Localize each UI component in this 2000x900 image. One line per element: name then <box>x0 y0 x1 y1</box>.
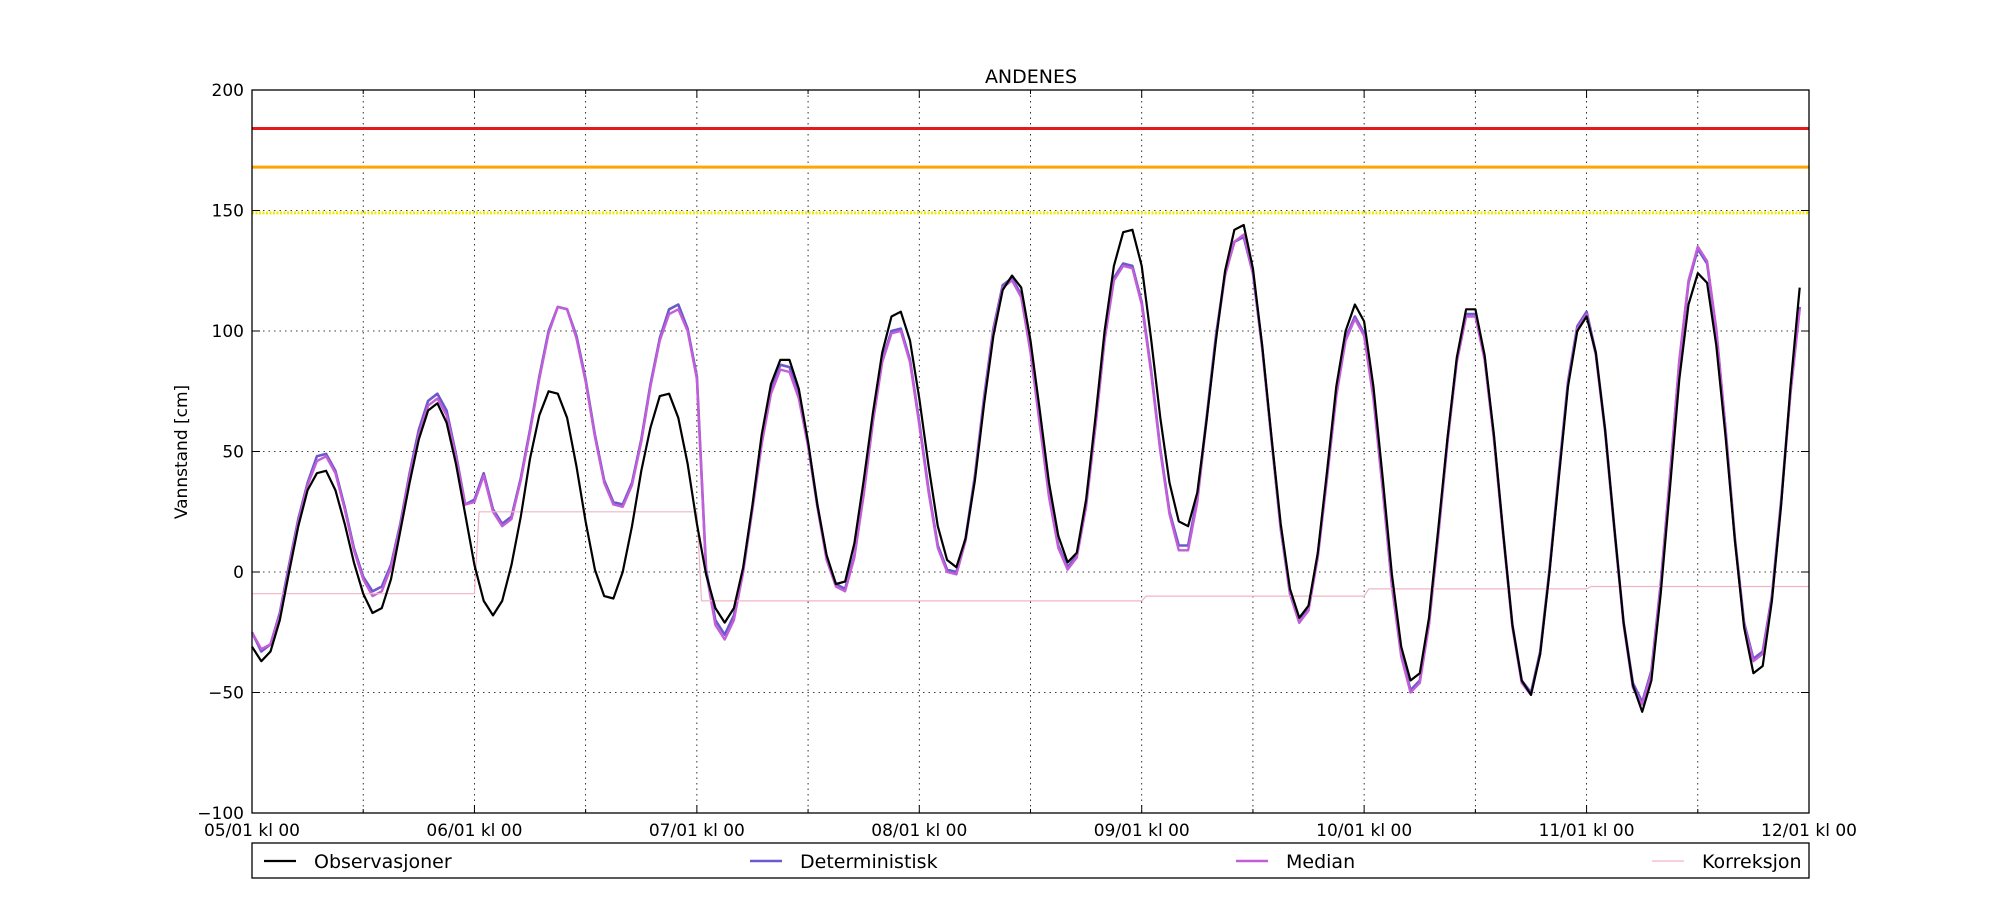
chart-title: ANDENES <box>985 66 1077 88</box>
series-lines <box>250 223 1809 713</box>
y-axis-ticks: 200 150 100 50 0 −50 −100 <box>197 81 1809 824</box>
legend-label-observasjoner: Observasjoner <box>314 851 452 873</box>
series-observasjoner-line <box>251 223 1801 713</box>
y-tick-label: 200 <box>212 81 244 101</box>
y-tick-label: 0 <box>233 563 244 583</box>
x-tick-label: 11/01 kl 00 <box>1539 821 1635 841</box>
threshold-lines <box>252 127 1809 215</box>
x-tick-label: 12/01 kl 00 <box>1761 821 1857 841</box>
y-axis-label: Vannstand [cm] <box>172 385 192 519</box>
legend: Observasjoner Deterministisk Median Korreks… <box>251 842 1810 879</box>
x-tick-label: 06/01 kl 00 <box>426 821 522 841</box>
y-tick-label: 100 <box>212 322 244 342</box>
x-tick-label: 09/01 kl 00 <box>1094 821 1190 841</box>
x-tick-label: 10/01 kl 00 <box>1316 821 1412 841</box>
legend-frame <box>251 842 1810 879</box>
y-tick-label: 150 <box>212 202 244 222</box>
y-tick-label: 50 <box>222 443 244 463</box>
x-tick-label: 07/01 kl 00 <box>649 821 745 841</box>
legend-label-korreksjon: Korreksjon <box>1702 851 1802 873</box>
y-tick-label: −100 <box>197 804 244 824</box>
x-tick-label: 05/01 kl 00 <box>204 821 300 841</box>
x-axis-ticks: 05/01 kl 00 06/01 kl 00 07/01 kl 00 08/01 k… <box>204 90 1857 841</box>
y-tick-label: −50 <box>208 684 244 704</box>
x-tick-label: 08/01 kl 00 <box>871 821 967 841</box>
legend-label-deterministisk: Deterministisk <box>800 851 938 873</box>
series-korreksjon-line <box>252 511 1809 602</box>
legend-label-median: Median <box>1286 851 1355 873</box>
